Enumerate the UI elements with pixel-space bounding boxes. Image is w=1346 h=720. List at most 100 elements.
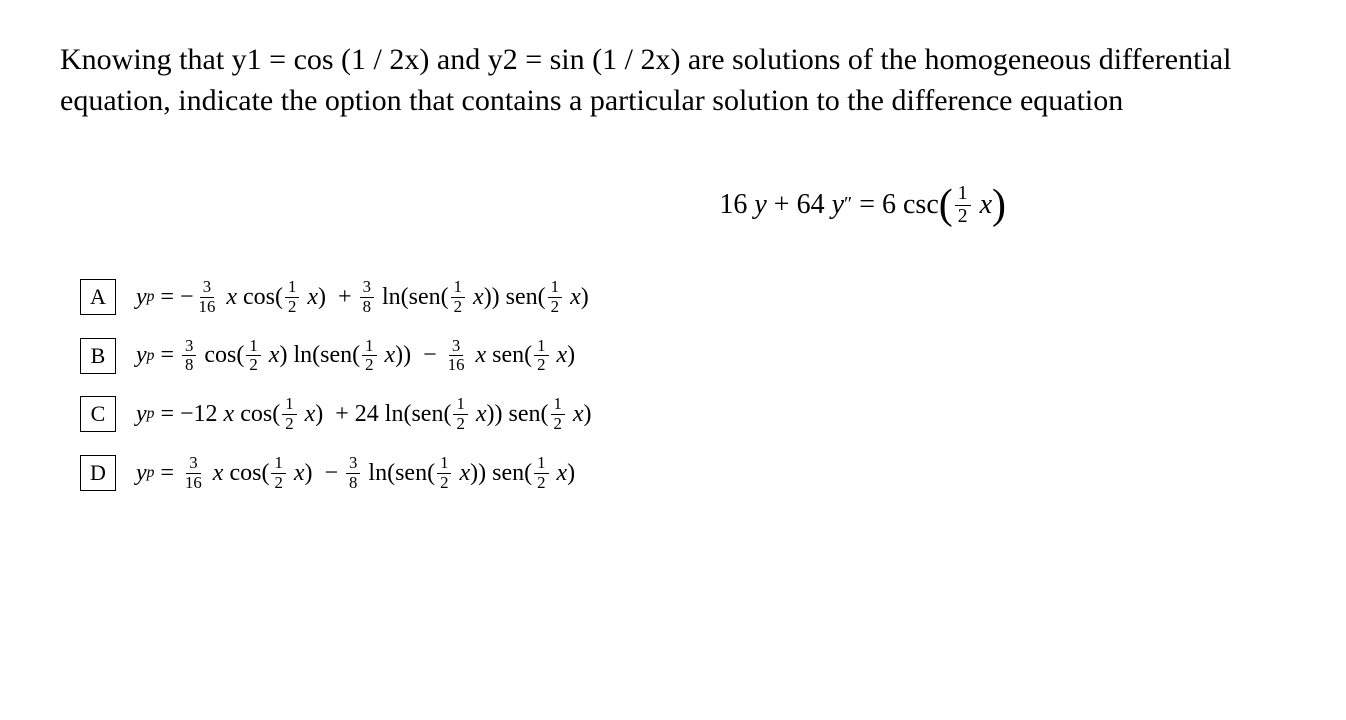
t2f3-d: sen <box>492 460 524 487</box>
option-row-d[interactable]: D yp = 316 x cos(12 x) − 38 ln(sen(12 x)… <box>80 455 1286 492</box>
yp-a: y <box>136 284 147 311</box>
ifn3-d: 1 <box>534 455 548 474</box>
ifd2-c: 2 <box>453 415 467 433</box>
t1f2-b: ln <box>293 342 312 369</box>
sign2-b: − <box>423 342 437 369</box>
t1f-c: cos <box>240 401 272 428</box>
f2d-b: 16 <box>445 356 468 374</box>
ifd3-c: 2 <box>551 415 565 433</box>
iv3-a: x <box>570 284 581 311</box>
ifd-d: 2 <box>271 474 285 492</box>
f1n-a: 3 <box>200 279 214 298</box>
c2-c: 24 <box>355 401 379 428</box>
t1f3-b: sen <box>320 342 352 369</box>
main-equation: 16 y + 64 y″ = 6 csc(12 x) <box>60 181 1286 229</box>
sub-a: p <box>147 288 155 306</box>
f2n-d: 3 <box>346 455 360 474</box>
eq-primes: ″ <box>844 194 852 216</box>
ifn2-a: 1 <box>451 279 465 298</box>
ifn-d: 1 <box>271 455 285 474</box>
ifn-c: 1 <box>282 396 296 415</box>
sign1-c: − <box>180 401 194 428</box>
f2d-a: 8 <box>360 298 374 316</box>
ifd3-d: 2 <box>534 474 548 492</box>
sign2-c: + <box>335 401 349 428</box>
sub-d: p <box>147 464 155 482</box>
eq-rhs-coef: 6 <box>882 189 896 221</box>
option-math-b: yp = 38 cos(12 x) ln(sen(12 x)) − 316 x … <box>136 338 575 375</box>
ifd2-b: 2 <box>362 356 376 374</box>
f1d-b: 8 <box>182 356 196 374</box>
option-row-a[interactable]: A yp = −316 x cos(12 x) + 38 ln(sen(12 x… <box>80 279 1286 316</box>
question-text: Knowing that y1 = cos (1 / 2x) and y2 = … <box>60 40 1286 121</box>
f1d-d: 16 <box>182 474 205 492</box>
f1n-d: 3 <box>186 455 200 474</box>
ifd-a: 2 <box>285 298 299 316</box>
ifn-a: 1 <box>285 279 299 298</box>
ifd3-b: 2 <box>534 356 548 374</box>
yp-b: y <box>136 342 147 369</box>
option-row-b[interactable]: B yp = 38 cos(12 x) ln(sen(12 x)) − 316 … <box>80 338 1286 375</box>
t2f1-c: ln <box>385 401 404 428</box>
ifd2-a: 2 <box>451 298 465 316</box>
t2f2-c: sen <box>411 401 443 428</box>
ifn2-c: 1 <box>453 396 467 415</box>
option-math-c: yp = −12 x cos(12 x) + 24 ln(sen(12 x)) … <box>136 396 592 433</box>
sub-b: p <box>147 347 155 365</box>
yp-c: y <box>136 401 147 428</box>
sign2-a: + <box>338 284 352 311</box>
t2f-b: sen <box>492 342 524 369</box>
ifn2-b: 1 <box>362 338 376 357</box>
f2n-a: 3 <box>360 279 374 298</box>
eq-coef1: 16 <box>719 189 747 221</box>
t1f-d: cos <box>229 460 261 487</box>
iv2-c: x <box>476 401 487 428</box>
ifd3-a: 2 <box>548 298 562 316</box>
eq-coef2: 64 <box>797 189 825 221</box>
t2f1-d: ln <box>368 460 387 487</box>
iv3-b: x <box>557 342 568 369</box>
t2f1-a: ln <box>382 284 401 311</box>
f2n-b: 3 <box>449 338 463 357</box>
t2f2-d: sen <box>395 460 427 487</box>
f2d-d: 8 <box>346 474 360 492</box>
ifd-c: 2 <box>282 415 296 433</box>
t2f3-a: sen <box>506 284 538 311</box>
ifn3-b: 1 <box>534 338 548 357</box>
t1f-a: cos <box>243 284 275 311</box>
t1f-b: cos <box>204 342 236 369</box>
ifn-b: 1 <box>246 338 260 357</box>
yp-d: y <box>136 460 147 487</box>
ifn3-a: 1 <box>548 279 562 298</box>
option-row-c[interactable]: C yp = −12 x cos(12 x) + 24 ln(sen(12 x)… <box>80 396 1286 433</box>
eq-rhs-func: csc <box>903 189 939 221</box>
option-math-a: yp = −316 x cos(12 x) + 38 ln(sen(12 x))… <box>136 279 589 316</box>
ifn2-d: 1 <box>437 455 451 474</box>
iv2-d: x <box>459 460 470 487</box>
sign2-d: − <box>324 460 338 487</box>
c1-c: 12 <box>194 401 218 428</box>
iv-d: x <box>294 460 305 487</box>
eq-var2: y <box>832 189 844 221</box>
t1v-d: x <box>213 460 224 487</box>
eq-rhs-var: x <box>980 189 992 221</box>
f1n-b: 3 <box>182 338 196 357</box>
eq-var1: y <box>754 189 766 221</box>
f1d-a: 16 <box>196 298 219 316</box>
option-letter-d: D <box>80 455 116 491</box>
eq-frac-num: 1 <box>955 184 971 206</box>
t2f2-a: sen <box>409 284 441 311</box>
options-container: A yp = −316 x cos(12 x) + 38 ln(sen(12 x… <box>60 279 1286 491</box>
iv3-d: x <box>557 460 568 487</box>
ifd2-d: 2 <box>437 474 451 492</box>
iv2-a: x <box>473 284 484 311</box>
option-letter-a: A <box>80 279 116 315</box>
iv3-c: x <box>573 401 584 428</box>
iv-c: x <box>305 401 316 428</box>
ifd-b: 2 <box>246 356 260 374</box>
option-math-d: yp = 316 x cos(12 x) − 38 ln(sen(12 x)) … <box>136 455 575 492</box>
t2v-b: x <box>475 342 486 369</box>
t2f3-c: sen <box>509 401 541 428</box>
t1v-a: x <box>226 284 237 311</box>
sub-c: p <box>147 405 155 423</box>
